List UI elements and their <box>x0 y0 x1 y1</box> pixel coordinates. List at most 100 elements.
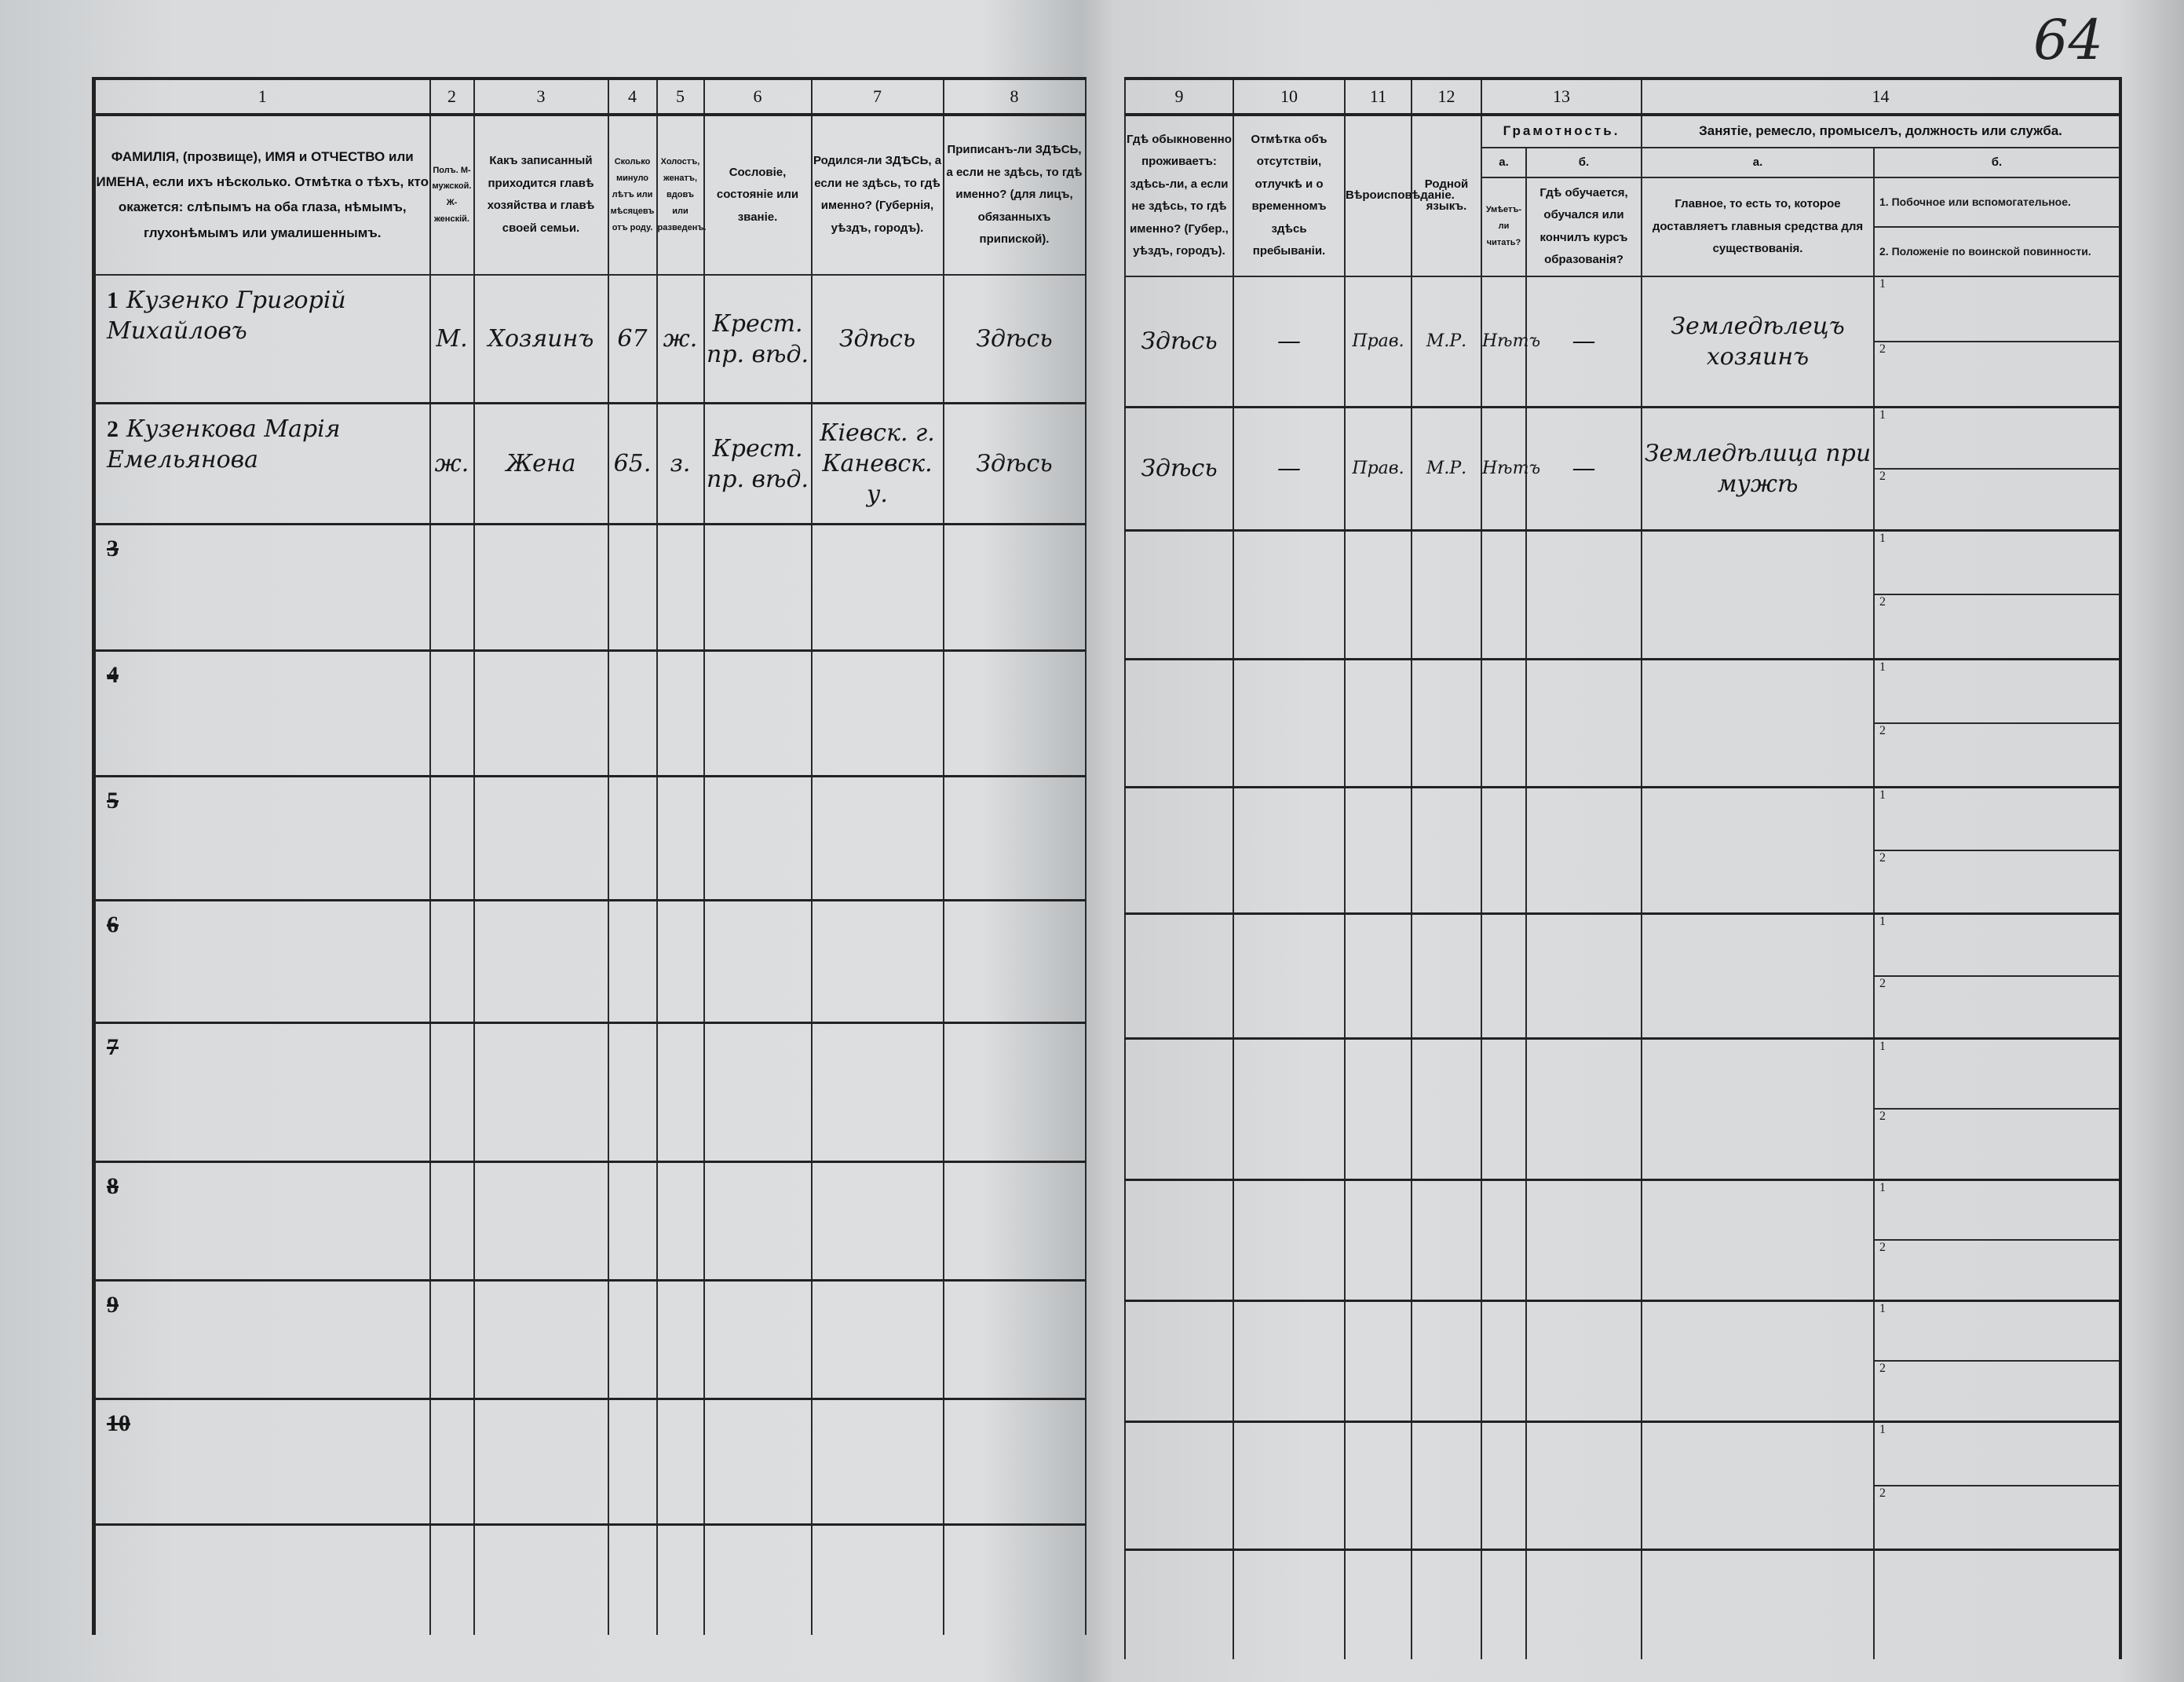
cell-name: 1 Кузенко Григорій Михайловъ <box>93 273 431 405</box>
cell-estate <box>703 1398 813 1527</box>
cell-relation <box>473 775 609 902</box>
header-marital: Холостъ, женатъ, вдовъ или разведенъ. <box>656 113 707 276</box>
blank-cell <box>810 1523 944 1635</box>
table-row: 2 Кузенкова Марія Емельянова ж. Жена 65. з. Кр… <box>93 402 1087 526</box>
header-registration: Приписанъ-ли ЗДѢСЬ, а если не здѣсь, то … <box>942 113 1087 276</box>
cell-education: — <box>1525 406 1642 532</box>
cell-age <box>607 1279 658 1401</box>
cell-absence <box>1233 658 1346 788</box>
sub-line-sub2: 2 <box>1879 1362 1886 1376</box>
cell-occupation <box>1641 786 1875 915</box>
header-14a: а. <box>1641 146 1875 178</box>
cell-marital <box>656 899 705 1025</box>
cell-registered <box>942 775 1087 902</box>
blank-cell <box>1641 1549 1875 1660</box>
header-age: Сколько минуло лѣтъ или мѣсяцевъ отъ род… <box>607 113 658 276</box>
sub-line-sub2: 2 <box>1879 1110 1886 1124</box>
sub-line-sub1: 1 <box>1875 1181 2119 1241</box>
cell-age: 67 <box>607 273 658 405</box>
cell-relation <box>473 1279 609 1401</box>
cell-estate: Крест. пр. вѣд. <box>703 402 813 526</box>
header-occupation: Занятіе, ремесло, промыселъ, должность и… <box>1641 113 2121 148</box>
page-number: 64 <box>2033 8 2104 72</box>
cell-name: 4 <box>93 649 431 778</box>
cell-registered <box>942 1279 1087 1401</box>
cell-relation: Хозяинъ <box>473 273 609 405</box>
cell-occupation <box>1641 1300 1875 1423</box>
sub-line-sub1: 1 <box>1875 1423 2119 1486</box>
header-can-read: Умѣетъ-ли читать? <box>1481 176 1527 277</box>
cell-literate: Нѣтъ <box>1481 275 1540 408</box>
cell-sex <box>429 775 475 902</box>
header-name: ФАМИЛІЯ, (прозвище), ИМЯ и ОТЧЕСТВО или … <box>93 113 431 276</box>
column-number: 9 <box>1124 78 1234 116</box>
cell-occupation <box>1641 912 1875 1040</box>
sub-line-sub2: 2 <box>1879 1241 1886 1255</box>
sub-line-sub2: 2 <box>1879 469 1886 483</box>
cell-name: 9 <box>93 1279 431 1401</box>
cell-relation <box>473 899 609 1025</box>
blank-cell <box>1481 1549 1527 1660</box>
blank-row <box>1124 1549 2121 1660</box>
cell-residence: Здѣсь <box>1124 406 1234 532</box>
sub-line-sub2: 2 <box>1879 723 1886 737</box>
cell-marital <box>656 1022 705 1164</box>
cell-estate: Крест. пр. вѣд. <box>703 273 813 405</box>
cell-name: 8 <box>93 1161 431 1282</box>
cell-language <box>1411 1300 1482 1423</box>
cell-registered <box>942 1161 1087 1282</box>
cell-absence <box>1233 1300 1346 1423</box>
cell-absence <box>1233 786 1346 915</box>
cell-estate <box>703 1161 813 1282</box>
cell-language <box>1411 912 1482 1040</box>
header-absence: Отмѣтка объ отсутствіи, отлучкѣ и о врем… <box>1233 113 1346 277</box>
cell-religion <box>1344 912 1412 1040</box>
person-name: Кузенко Григорій Михайловъ <box>107 286 346 345</box>
cell-literate <box>1481 1421 1527 1551</box>
cell-registered <box>942 1398 1087 1527</box>
cell-literate <box>1481 1179 1527 1302</box>
cell-estate <box>703 1279 813 1401</box>
cell-sex <box>429 1022 475 1164</box>
cell-occupation <box>1641 1037 1875 1181</box>
cell-residence <box>1124 1179 1234 1302</box>
cell-born <box>810 649 944 778</box>
cell-registered: Здѣсь <box>942 273 1087 405</box>
cell-name: 5 <box>93 775 431 902</box>
sub-line-sub2: 2 <box>1879 850 1886 865</box>
blank-cell <box>656 1523 705 1635</box>
sub-line-sub1: 1 <box>1875 1040 2119 1110</box>
cell-residence <box>1124 658 1234 788</box>
cell-estate <box>703 775 813 902</box>
header-13b: б. <box>1525 146 1642 178</box>
header-main-occupation: Главное, то есть то, которое доставляетъ… <box>1641 176 1875 277</box>
cell-residence <box>1124 786 1234 915</box>
column-number: 2 <box>429 78 475 116</box>
cell-age <box>607 1398 658 1527</box>
cell-estate <box>703 523 813 653</box>
cell-language <box>1411 786 1482 915</box>
cell-age <box>607 649 658 778</box>
cell-language: М.Р. <box>1411 275 1482 408</box>
cell-absence <box>1233 912 1346 1040</box>
sub-line-sub2: 2 <box>1879 342 1886 356</box>
header-estate: Сословіе, состояніе или званіе. <box>703 113 813 276</box>
sub-line-sub1: 1 <box>1875 532 2119 596</box>
column-number: 8 <box>942 78 1087 116</box>
cell-religion <box>1344 1037 1412 1181</box>
table-row: 5 <box>93 775 1087 902</box>
blank-cell <box>1344 1549 1412 1660</box>
cell-marital <box>656 649 705 778</box>
cell-sex: ж. <box>429 402 475 526</box>
cell-sex <box>429 1161 475 1282</box>
cell-estate <box>703 899 813 1025</box>
cell-literate: Нѣтъ <box>1481 406 1540 532</box>
